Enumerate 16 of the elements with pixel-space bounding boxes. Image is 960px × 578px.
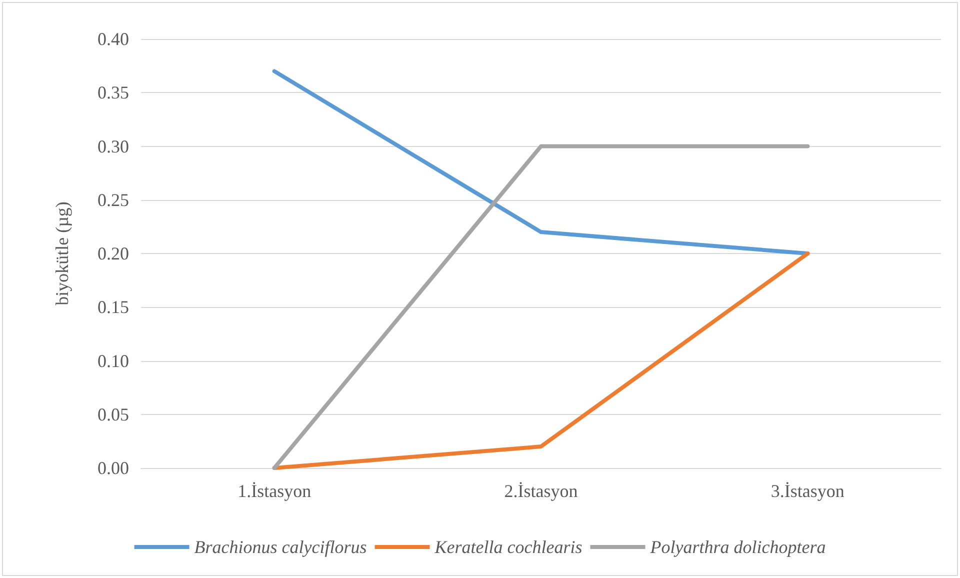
y-tick-label: 0.20 bbox=[98, 244, 129, 264]
y-tick-label: 0.10 bbox=[98, 350, 129, 371]
y-tick-label: 0.05 bbox=[98, 404, 129, 424]
y-tick-label: 0.30 bbox=[98, 136, 129, 156]
x-tick-label: 1.İstasyon bbox=[238, 481, 312, 501]
y-tick-label: 0.00 bbox=[98, 458, 129, 478]
y-tick-label: 0.15 bbox=[98, 297, 129, 318]
y-tick-label: 0.40 bbox=[98, 29, 129, 49]
y-axis-title: biyokütle (µg) bbox=[52, 202, 72, 306]
x-tick-label: 3.İstasyon bbox=[770, 481, 844, 501]
y-tick-label: 0.25 bbox=[98, 190, 129, 210]
y-tick-label: 0.35 bbox=[98, 82, 129, 103]
x-tick-label: 2.İstasyon bbox=[504, 481, 578, 501]
legend-label: Keratella cochlearis bbox=[434, 537, 582, 557]
legend-label: Brachionus calyciflorus bbox=[194, 537, 367, 557]
legend-label: Polyarthra dolichoptera bbox=[649, 537, 826, 557]
